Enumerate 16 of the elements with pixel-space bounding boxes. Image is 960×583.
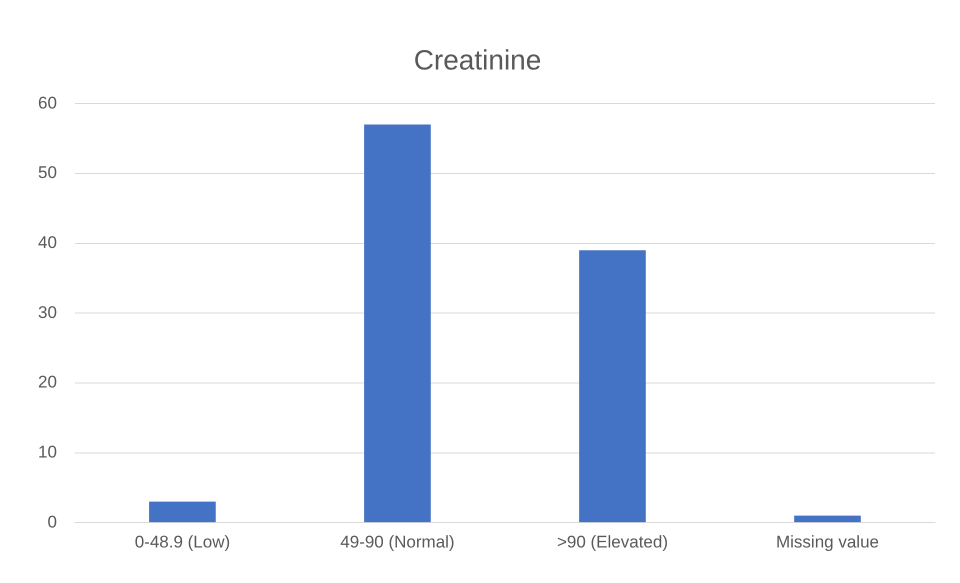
bar bbox=[794, 516, 861, 522]
y-tick-label: 50 bbox=[38, 163, 57, 182]
y-tick-label: 40 bbox=[38, 232, 57, 252]
x-tick-label: Missing value bbox=[776, 532, 879, 552]
y-tick-label: 20 bbox=[38, 372, 57, 392]
bar bbox=[364, 124, 431, 522]
bar bbox=[149, 502, 216, 522]
bar bbox=[579, 250, 646, 522]
x-tick-label: 0-48.9 (Low) bbox=[134, 532, 230, 552]
y-tick-label: 10 bbox=[38, 442, 57, 462]
y-tick-label: 30 bbox=[38, 302, 57, 322]
y-tick-label: 60 bbox=[38, 93, 57, 112]
y-tick-label: 0 bbox=[47, 512, 57, 532]
x-tick-label: >90 (Elevated) bbox=[556, 532, 668, 552]
x-tick-label: 49-90 (Normal) bbox=[340, 532, 455, 552]
chart-title: Creatinine bbox=[414, 44, 542, 76]
